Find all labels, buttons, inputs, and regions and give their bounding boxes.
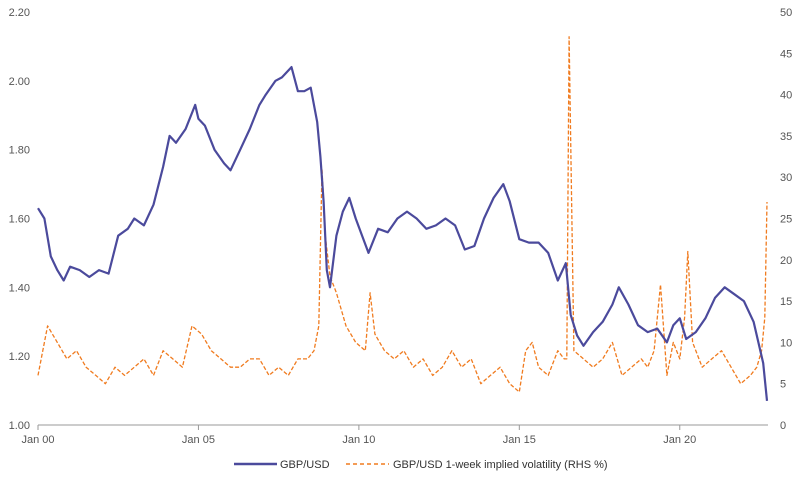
y-right-tick-label: 45 bbox=[780, 48, 792, 60]
x-tick-label: Jan 20 bbox=[663, 434, 696, 446]
legend-label-vol: GBP/USD 1-week implied volatility (RHS %… bbox=[393, 459, 608, 471]
y-left-tick-label: 2.20 bbox=[9, 7, 30, 19]
y-right-tick-label: 20 bbox=[780, 255, 792, 267]
y-right-tick-label: 0 bbox=[780, 420, 786, 432]
legend-label-spot: GBP/USD bbox=[280, 459, 330, 471]
y-right-tick-label: 30 bbox=[780, 172, 792, 184]
x-tick-label: Jan 15 bbox=[503, 434, 536, 446]
y-right-tick-label: 35 bbox=[780, 131, 792, 143]
x-tick-label: Jan 10 bbox=[342, 434, 375, 446]
series-line-volatility bbox=[37, 36, 768, 393]
y-left-tick-label: 1.00 bbox=[9, 420, 30, 432]
x-tick-label: Jan 05 bbox=[182, 434, 215, 446]
y-axis-left: 1.00 1.20 1.40 1.60 1.80 2.00 2.20 bbox=[9, 7, 30, 432]
y-right-tick-label: 40 bbox=[780, 90, 792, 102]
y-right-tick-label: 15 bbox=[780, 296, 792, 308]
y-left-tick-label: 1.60 bbox=[9, 214, 30, 226]
y-right-tick-label: 10 bbox=[780, 337, 792, 349]
y-right-tick-label: 50 bbox=[780, 7, 792, 19]
series-layer bbox=[37, 36, 769, 402]
y-left-tick-label: 1.40 bbox=[9, 282, 30, 294]
x-tick-label: Jan 00 bbox=[21, 434, 54, 446]
legend: GBP/USD GBP/USD 1-week implied volatilit… bbox=[234, 459, 608, 471]
y-right-tick-label: 25 bbox=[780, 214, 792, 226]
y-left-tick-label: 1.80 bbox=[9, 145, 30, 157]
y-left-tick-label: 2.00 bbox=[9, 76, 30, 88]
y-left-tick-label: 1.20 bbox=[9, 351, 30, 363]
x-axis: Jan 00 Jan 05 Jan 10 Jan 15 Jan 20 bbox=[21, 425, 696, 446]
y-axis-right: 0 5 10 15 20 25 30 35 40 45 50 bbox=[780, 7, 792, 432]
series-line-gbpusd bbox=[37, 66, 769, 402]
y-right-tick-label: 5 bbox=[780, 379, 786, 391]
